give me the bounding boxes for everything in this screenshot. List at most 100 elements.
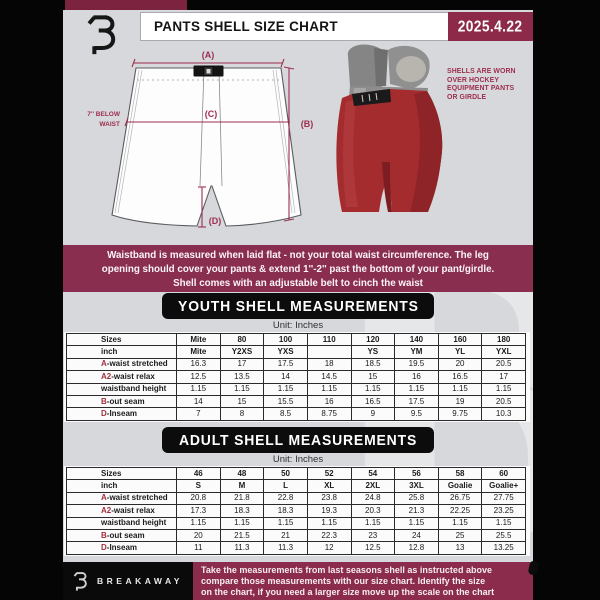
table-cell: 25.5 [481, 528, 526, 543]
date-text: 2025.4.22 [458, 17, 523, 36]
table-cell: 1.15 [437, 516, 483, 530]
table-cell: 13.5 [219, 370, 265, 384]
top-accent-bar [65, 0, 187, 10]
measure-label-b: (B) [301, 119, 314, 129]
table-cell: 60 [481, 466, 526, 481]
table-cell: L [263, 479, 308, 493]
table-cell: YXL [481, 345, 526, 359]
youth-table-panel: Sizes Mite 80 100 110 120 140 160 180 inch Mite Y2X… [64, 332, 530, 422]
table-cell: 24 [394, 528, 439, 543]
table-cell: 22.25 [437, 504, 483, 518]
adult-unit-label: Unit: Inches [272, 454, 324, 465]
red-shell [336, 89, 443, 212]
table-cell: 1.15 [306, 382, 352, 396]
table-cell: 100 [263, 332, 308, 347]
table-cell: 18.3 [263, 504, 308, 518]
table-row: D-Inseam 7 8 8.5 8.75 9 9.5 9.75 10.3 [66, 407, 526, 421]
measure-lines [124, 58, 295, 228]
table-cell: 25 [437, 528, 483, 543]
table-row: B-out seam 20 21.5 21 22.3 23 24 25 25.5 [66, 528, 526, 543]
table-cell: 58 [437, 466, 483, 481]
table-cell: 8.5 [263, 407, 308, 421]
table-cell: 21.5 [219, 528, 265, 543]
table-cell: 110 [306, 332, 352, 347]
waist-note-line1: 7'' BELOW [87, 111, 121, 118]
table-cell: 140 [394, 332, 439, 347]
table-cell: YS [350, 345, 396, 359]
waist-note-line2: WAIST [99, 121, 120, 128]
table-row: Sizes Mite 80 100 110 120 140 160 180 [66, 332, 526, 347]
table-cell: 1.15 [219, 382, 265, 396]
table-cell: 1.15 [350, 516, 396, 530]
table-cell: 16.5 [437, 370, 483, 384]
row-label: inch [66, 479, 177, 493]
table-row: D-Inseam 11 11.3 11.3 12 12.5 12.8 13 13.25 [66, 541, 526, 555]
table-cell: 19.3 [306, 504, 352, 518]
table-cell: 18.3 [219, 504, 265, 518]
table-cell: 11.3 [219, 541, 265, 555]
table-cell: 1.15 [176, 516, 221, 530]
table-cell: YXS [263, 345, 308, 359]
table-cell [306, 345, 352, 359]
shorts-outline [111, 67, 302, 227]
table-cell: 1.15 [394, 382, 439, 396]
table-cell: 16.5 [350, 394, 396, 409]
table-cell: 17 [219, 357, 265, 372]
measurements-table: Sizes Mite 80 100 110 120 140 160 180 inch Mite Y2X… [66, 332, 526, 421]
table-cell: 46 [176, 466, 221, 481]
table-cell: 12.5 [176, 370, 221, 384]
table-cell: 9.5 [394, 407, 439, 421]
table-cell: 18 [306, 357, 352, 372]
table-cell: 13.25 [481, 541, 526, 555]
fly-lines [199, 68, 223, 187]
table-row: inch S M L XL 2XL 3XL Goalie Goalie+ [66, 479, 526, 493]
crotch-shadow [382, 162, 392, 212]
table-cell: 20.5 [481, 357, 526, 372]
row-label: B-out seam [66, 528, 177, 543]
girdle-center-strap [374, 48, 388, 86]
table-cell: 1.15 [263, 382, 308, 396]
row-label: inch [66, 345, 177, 359]
table-cell: 160 [437, 332, 483, 347]
table-row: A2-waist relax 12.5 13.5 14 14.5 15 16 16.5 17 [66, 370, 526, 384]
table-cell: 24.8 [350, 491, 396, 506]
table-row: Sizes 46 48 50 52 54 56 58 60 [66, 466, 526, 481]
table-cell: 21.3 [394, 504, 439, 518]
girdle-pad-highlight [396, 56, 426, 82]
shorts-measurement-diagram: (A) (B) (C) (D) 7'' BELOW WAIST [87, 50, 314, 228]
date-badge: 2025.4.22 [448, 12, 533, 41]
row-label: A-waist stretched [66, 357, 177, 372]
table-cell: 11.3 [263, 541, 308, 555]
table-cell: 1.15 [350, 382, 396, 396]
table-cell: 50 [263, 466, 308, 481]
breakaway-logo-icon [87, 15, 116, 55]
table-cell: 23.8 [306, 491, 352, 506]
table-cell: 14.5 [306, 370, 352, 384]
table-cell: 15 [350, 370, 396, 384]
buckle-slot [206, 69, 211, 74]
table-cell: 9 [350, 407, 396, 421]
table-cell: 18.5 [350, 357, 396, 372]
row-label: A-waist stretched [66, 491, 177, 506]
pin-dot [527, 560, 540, 576]
table-cell: 80 [219, 332, 265, 347]
measurements-table: Sizes 46 48 50 52 54 56 58 60 inch S M L XL 2XL 3XL Goal… [66, 466, 526, 555]
table-cell: 1.15 [176, 382, 221, 396]
side-note: SHELLS ARE WORN OVER HOCKEY EQUIPMENT PA… [447, 68, 516, 102]
table-cell: 20 [437, 357, 483, 372]
table-cell: 13 [437, 541, 483, 555]
table-cell: 1.15 [263, 516, 308, 530]
table-row: waistband height 1.15 1.15 1.15 1.15 1.15 1.15… [66, 382, 526, 396]
table-cell: 16 [306, 394, 352, 409]
table-cell: S [176, 479, 221, 493]
row-label: waistband height [66, 382, 177, 396]
table-cell: 22.3 [306, 528, 352, 543]
table-cell: Mite [176, 332, 221, 347]
footer-note: Take the measurements from last seasons … [193, 562, 533, 600]
table-cell: 22.8 [263, 491, 308, 506]
notice-banner: Waistband is measured when laid flat - n… [63, 245, 533, 292]
table-cell: 25.8 [394, 491, 439, 506]
table-cell: 11 [176, 541, 221, 555]
table-cell: 17 [481, 370, 526, 384]
